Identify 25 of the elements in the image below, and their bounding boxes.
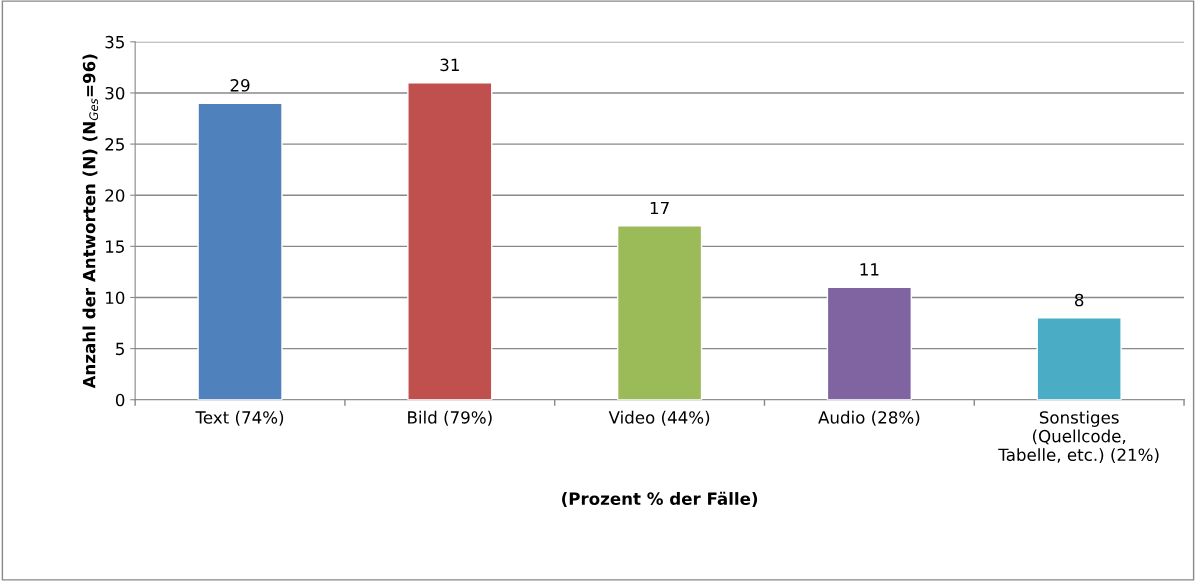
y-tick-label: 15 (106, 240, 124, 253)
x-tick-label: Text (74%) (195, 410, 284, 426)
y-tick-label: 10 (106, 291, 125, 305)
bar (616, 225, 703, 400)
bar (826, 286, 913, 400)
x-tick-label: Video (44%) (608, 410, 710, 426)
y-tick-label: 25 (105, 138, 124, 151)
x-axis-title: (Prozent % der Fälle) (562, 491, 758, 507)
bar (1036, 317, 1122, 400)
y-axis-title: Anzahl der Antworten (N) (N$_{Ges}$=96) (82, 54, 99, 389)
y-tick-label: 5 (116, 342, 124, 356)
y-tick-label: 30 (105, 86, 125, 100)
y-tick-label: 20 (105, 189, 125, 202)
x-tick-label: Sonstiges (Quellcode, Tabelle, etc.) (21%) (998, 410, 1159, 464)
bar (407, 82, 493, 400)
x-tick-label: Audio (28%) (818, 410, 920, 426)
data-label: 29 (230, 79, 250, 92)
data-label: 11 (860, 263, 879, 276)
data-label: 31 (440, 58, 459, 72)
y-tick-label: 35 (105, 35, 124, 49)
bar (197, 102, 283, 400)
x-tick-label: Bild (79%) (408, 410, 492, 426)
data-label: 17 (650, 201, 669, 215)
data-label: 8 (1074, 293, 1084, 307)
y-tick-label: 0 (115, 393, 125, 407)
